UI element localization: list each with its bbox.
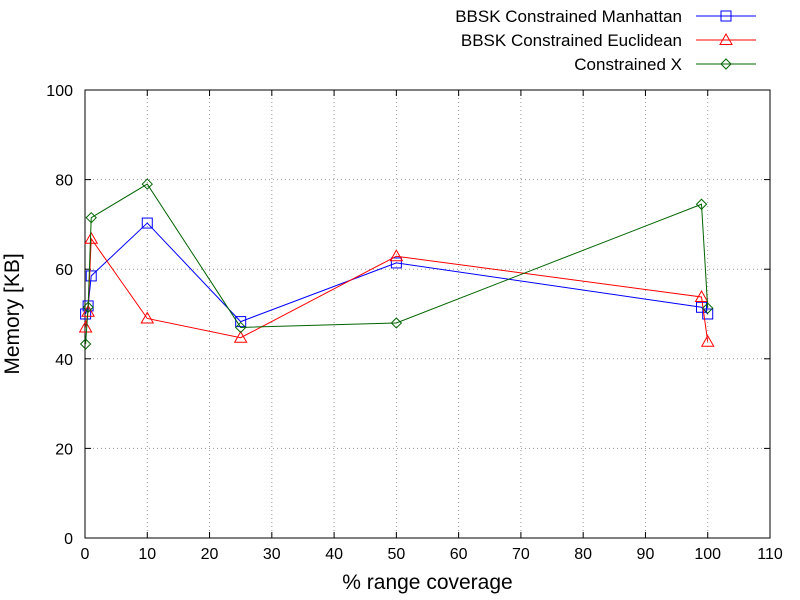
legend-label: BBSK Constrained Euclidean — [461, 31, 682, 50]
grid-lines — [85, 90, 770, 538]
y-tick-label: 40 — [55, 352, 73, 369]
data-point-diamond — [702, 302, 714, 314]
series-2 — [78, 231, 715, 347]
data-point-triangle — [81, 304, 95, 317]
x-axis-title: % range coverage — [342, 571, 512, 594]
data-point-square — [390, 257, 402, 269]
data-point-square — [85, 270, 97, 282]
data-point-square — [720, 10, 732, 22]
x-tick-label: 80 — [574, 546, 592, 563]
data-point-triangle — [700, 334, 715, 347]
x-tick-label: 100 — [694, 546, 721, 563]
data-point-triangle — [719, 32, 733, 45]
x-tick-label: 110 — [757, 546, 783, 563]
series-line — [85, 183, 709, 345]
legend-label: BBSK Constrained Manhattan — [455, 7, 682, 26]
y-axis-title: Memory [KB] — [1, 253, 24, 374]
data-point-diamond — [82, 301, 94, 313]
legend-label: Constrained X — [574, 55, 682, 74]
x-tick-label: 20 — [201, 546, 219, 563]
data-point-diamond — [85, 211, 97, 224]
y-tick-label: 80 — [55, 173, 73, 190]
x-tick-label: 70 — [512, 546, 530, 563]
data-point-triangle — [84, 231, 99, 244]
x-tick-label: 30 — [263, 546, 281, 563]
x-tick-label: 0 — [81, 546, 90, 563]
data-point-diamond — [720, 58, 732, 70]
data-point-triangle — [233, 330, 248, 343]
y-tick-label: 20 — [55, 441, 73, 458]
data-point-diamond — [390, 317, 403, 329]
y-tick-label: 100 — [46, 83, 73, 100]
data-point-diamond — [695, 198, 708, 210]
x-tick-label: 50 — [387, 546, 405, 563]
axis-ticks: 0 10 20 30 40 50 60 70 80 90 100 110 0 20 40 60 80 100 — [46, 83, 783, 563]
x-tick-label: 90 — [637, 546, 655, 563]
data-point-square — [696, 301, 707, 313]
y-tick-label: 0 — [64, 531, 73, 548]
data-point-diamond — [234, 321, 247, 334]
series-3 — [79, 178, 714, 350]
data-point-square — [141, 217, 153, 229]
data-point-triangle — [140, 311, 155, 324]
x-tick-label: 40 — [325, 546, 343, 563]
x-tick-label: 10 — [138, 546, 156, 563]
plot-frame — [84, 89, 771, 539]
x-tick-label: 60 — [450, 546, 468, 563]
data-point-diamond — [79, 338, 92, 350]
series-layer — [78, 178, 715, 350]
legend: BBSK Constrained Manhattan BBSK Constrain… — [455, 7, 756, 74]
data-point-triangle — [78, 320, 93, 333]
data-point-square — [702, 308, 714, 320]
data-point-square — [80, 308, 92, 320]
y-tick-label: 60 — [55, 262, 73, 279]
data-point-diamond — [141, 178, 153, 190]
data-point-triangle — [694, 289, 709, 302]
data-point-triangle — [389, 249, 404, 262]
